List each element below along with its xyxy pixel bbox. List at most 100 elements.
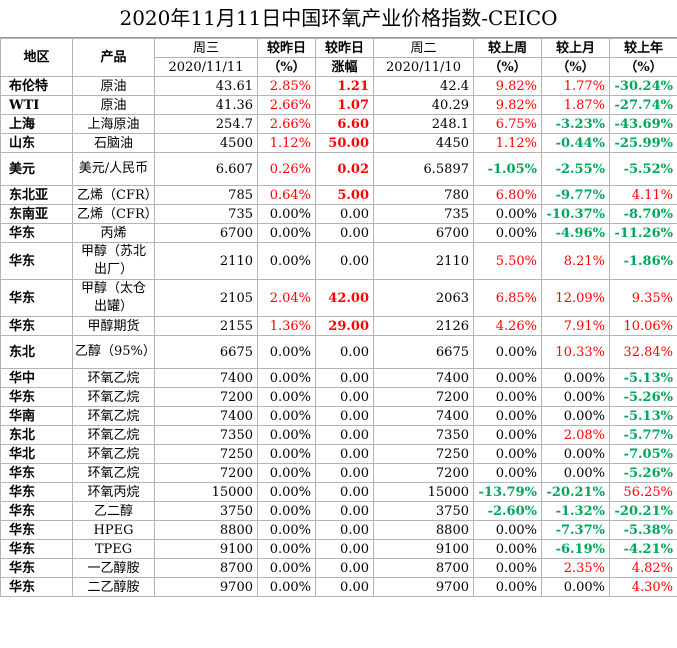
week-change-cell: 5.50% [473,242,542,280]
day-increase-cell: 1.21 [315,76,374,96]
product-cell: 环氧丙烷 [72,482,155,502]
day-change-pct-cell: 0.00% [257,368,316,388]
month-change-cell: -6.19% [541,539,610,559]
month-change-cell: 2.35% [541,558,610,578]
year-change-cell: 4.11% [609,185,677,205]
day-increase-cell: 0.00 [315,368,374,388]
week-change-cell: 0.00% [473,368,542,388]
region-cell: 上海 [0,114,73,134]
tue-price-cell: 248.1 [373,114,474,134]
year-change-cell: 9.35% [609,279,677,317]
wed-price-cell: 785 [154,185,258,205]
region-cell: 东北 [0,425,73,445]
day-change-pct-cell: 2.66% [257,95,316,115]
day-increase-cell: 0.00 [315,406,374,426]
header-date-tue: 2020/11/10 [373,57,474,77]
day-change-pct-cell: 0.00% [257,242,316,280]
tue-price-cell: 735 [373,204,474,224]
table-row: 华东 甲醇（苏北出厂） 2110 0.00% 0.00 2110 5.50% 8.21% -1.… [0,242,677,280]
region-cell: 华东 [0,242,73,280]
tue-price-cell: 2063 [373,279,474,317]
header-pct-week: 较上周 [473,38,542,58]
wed-price-cell: 6.607 [154,152,258,186]
day-change-pct-cell: 0.00% [257,223,316,243]
table-row: 华东 环氧乙烷 7200 0.00% 0.00 7200 0.00% 0.00% -5.26% [0,387,677,407]
table-row: 东南亚 乙烯（CFR） 735 0.00% 0.00 735 0.00% -10.37% -8.… [0,204,677,224]
week-change-cell: -1.05% [473,152,542,186]
product-cell: 上海原油 [72,114,155,134]
year-change-cell: -5.26% [609,463,677,483]
tue-price-cell: 8800 [373,520,474,540]
header-row: 地区 产品 周三 较昨日 较昨日 周二 较上周 较上月 较上年 [0,38,677,77]
month-change-cell: 0.00% [541,387,610,407]
week-change-cell: 9.82% [473,95,542,115]
week-change-cell: 6.85% [473,279,542,317]
table-row: 华北 环氧乙烷 7250 0.00% 0.00 7250 0.00% 0.00% -7.05% [0,444,677,464]
month-change-cell: 8.21% [541,242,610,280]
product-cell: 环氧乙烷 [72,368,155,388]
table-row: 华东 HPEG 8800 0.00% 0.00 8800 0.00% -7.37% -5.38% [0,520,677,540]
month-change-cell: 2.08% [541,425,610,445]
wed-price-cell: 43.61 [154,76,258,96]
week-change-cell: 0.00% [473,204,542,224]
week-change-cell: 0.00% [473,406,542,426]
table-row: 华东 丙烯 6700 0.00% 0.00 6700 0.00% -4.96% -11.26% [0,223,677,243]
wed-price-cell: 2110 [154,242,258,280]
region-cell: 东北 [0,335,73,369]
product-cell: 乙醇（95%） [72,335,155,369]
day-increase-cell: 0.00 [315,463,374,483]
month-change-cell: -20.21% [541,482,610,502]
product-cell: 环氧乙烷 [72,463,155,483]
region-cell: 华南 [0,406,73,426]
year-change-cell: -7.05% [609,444,677,464]
year-change-cell: -5.13% [609,368,677,388]
header-pct-year: 较上年 [609,38,677,58]
day-increase-cell: 29.00 [315,316,374,336]
year-change-cell: -4.21% [609,539,677,559]
day-increase-cell: 0.00 [315,204,374,224]
page-title: 2020年11月11日中国环氧产业价格指数-CEICO [0,0,677,38]
region-cell: 美元 [0,152,73,186]
tue-price-cell: 40.29 [373,95,474,115]
header-unit-day: （%） [257,57,316,77]
week-change-cell: 9.82% [473,76,542,96]
day-change-pct-cell: 2.66% [257,114,316,134]
day-increase-cell: 0.00 [315,482,374,502]
week-change-cell: 0.00% [473,463,542,483]
day-change-pct-cell: 0.00% [257,577,316,597]
header-row-sub: 2020/11/11 （%） 涨幅 2020/11/10 （%） （%） （%） [1,57,677,77]
header-tue: 周二 [373,38,474,58]
day-increase-cell: 1.07 [315,95,374,115]
tue-price-cell: 2126 [373,316,474,336]
day-increase-cell: 0.00 [315,425,374,445]
year-change-cell: 32.84% [609,335,677,369]
tue-price-cell: 6.5897 [373,152,474,186]
tue-price-cell: 7200 [373,387,474,407]
table-row: 东北 环氧乙烷 7350 0.00% 0.00 7350 0.00% 2.08% -5.77% [0,425,677,445]
header-unit-month: （%） [541,57,610,77]
table-row: 美元 美元/人民币 6.607 0.26% 0.02 6.5897 -1.05% -2.55%… [0,152,677,186]
day-increase-cell: 0.00 [315,501,374,521]
day-increase-cell: 0.00 [315,539,374,559]
day-change-pct-cell: 0.00% [257,482,316,502]
month-change-cell: -0.44% [541,133,610,153]
month-change-cell: 1.87% [541,95,610,115]
day-change-pct-cell: 0.00% [257,501,316,521]
week-change-cell: 0.00% [473,558,542,578]
week-change-cell: 4.26% [473,316,542,336]
product-cell: 乙烯（CFR） [72,185,155,205]
region-cell: 华东 [0,463,73,483]
region-cell: 华东 [0,520,73,540]
month-change-cell: 0.00% [541,444,610,464]
tue-price-cell: 7400 [373,406,474,426]
header-pct-day: 较昨日 [257,38,316,58]
tue-price-cell: 7200 [373,463,474,483]
month-change-cell: 1.77% [541,76,610,96]
product-cell: 环氧乙烷 [72,387,155,407]
week-change-cell: 0.00% [473,425,542,445]
tue-price-cell: 6700 [373,223,474,243]
product-cell: 环氧乙烷 [72,425,155,445]
table-row: 华东 乙二醇 3750 0.00% 0.00 3750 -2.60% -1.32% -20.21… [0,501,677,521]
week-change-cell: -13.79% [473,482,542,502]
header-date-wed: 2020/11/11 [154,57,258,77]
